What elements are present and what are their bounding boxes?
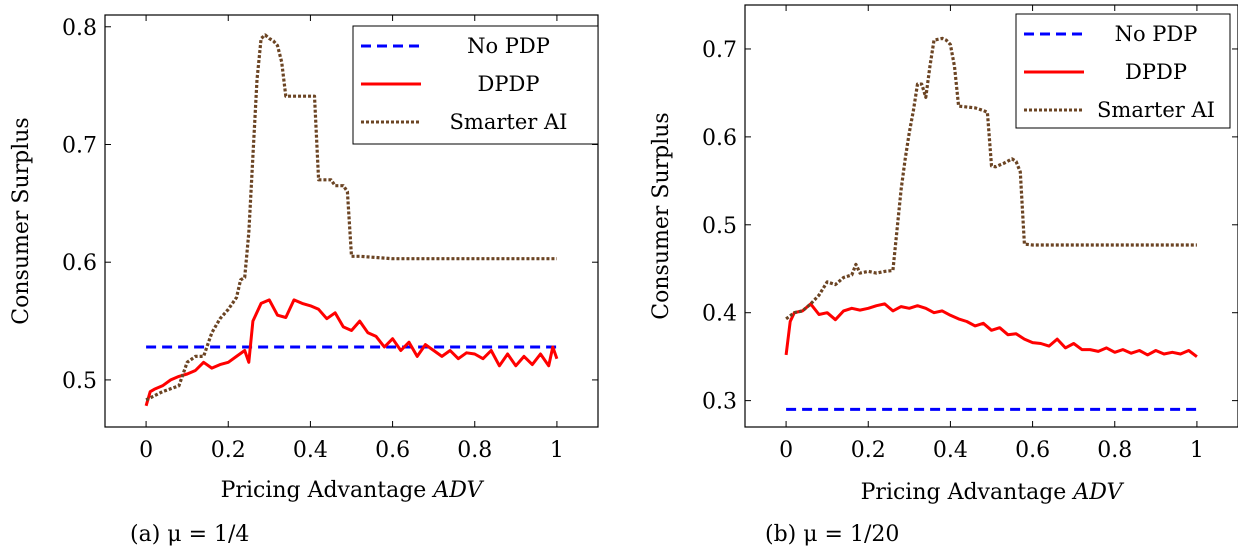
x-tick-label: 0.2 <box>851 438 886 463</box>
x-axis-label: Pricing Advantage ADV <box>221 478 485 503</box>
y-tick-label: 0.6 <box>62 251 97 276</box>
series-line-smarter-ai <box>785 36 1197 321</box>
plot-frame <box>744 4 1238 428</box>
legend-label: No PDP <box>467 34 550 58</box>
y-tick-label: 0.8 <box>62 16 97 41</box>
series-line-dpdp <box>784 302 1198 358</box>
legend-label: DPDP <box>478 72 540 96</box>
x-tick-label: 0.4 <box>933 438 968 463</box>
y-tick-label: 0.3 <box>702 390 737 415</box>
x-tick-label: 0 <box>779 438 793 463</box>
x-tick-label: 0.8 <box>457 438 492 463</box>
series-line-dpdp <box>144 298 559 407</box>
x-tick-label: 0.6 <box>1015 438 1050 463</box>
x-axis-label-text: Pricing Advantage <box>221 478 434 503</box>
x-tick-label: 0.8 <box>1097 438 1132 463</box>
x-axis-label-text: Pricing Advantage <box>861 480 1074 505</box>
x-tick-label: 0 <box>139 438 153 463</box>
y-axis-label: Consumer Surplus <box>649 112 674 319</box>
chart-b: 0 0.2 0.4 0.6 0.8 1 0.3 0.4 0.5 0.6 0.7 No PDP DPDP S… <box>649 4 1238 547</box>
y-tick-label: 0.6 <box>702 126 737 151</box>
legend-label: No PDP <box>1115 22 1198 46</box>
legend-label: Smarter AI <box>450 110 568 134</box>
plot-frame <box>104 14 599 428</box>
x-tick-label: 0.2 <box>211 438 246 463</box>
legend-label: DPDP <box>1125 60 1187 84</box>
x-axis-label-var: ADV <box>1071 480 1124 505</box>
y-tick-label: 0.5 <box>702 214 737 239</box>
chart-a: 0 0.2 0.4 0.6 0.8 1 0.5 0.6 0.7 0.8 No PDP DPDP Smar… <box>9 14 599 547</box>
y-tick-label: 0.7 <box>62 133 97 158</box>
x-tick-label: 1 <box>1190 438 1204 463</box>
figure-caption: (b) μ = 1/20 <box>765 522 899 547</box>
x-tick-label: 1 <box>550 438 564 463</box>
figure-caption: (a) μ = 1/4 <box>130 522 249 547</box>
y-tick-label: 0.5 <box>62 369 97 394</box>
x-axis-label-var: ADV <box>431 478 484 503</box>
y-tick-label: 0.7 <box>702 38 737 63</box>
legend-label: Smarter AI <box>1097 98 1215 122</box>
y-axis-label: Consumer Surplus <box>9 117 34 324</box>
series-line-smarter-ai <box>145 33 557 402</box>
x-tick-label: 0.4 <box>293 438 328 463</box>
y-tick-label: 0.4 <box>702 302 737 327</box>
x-axis-label: Pricing Advantage ADV <box>861 480 1125 505</box>
x-tick-label: 0.6 <box>375 438 410 463</box>
